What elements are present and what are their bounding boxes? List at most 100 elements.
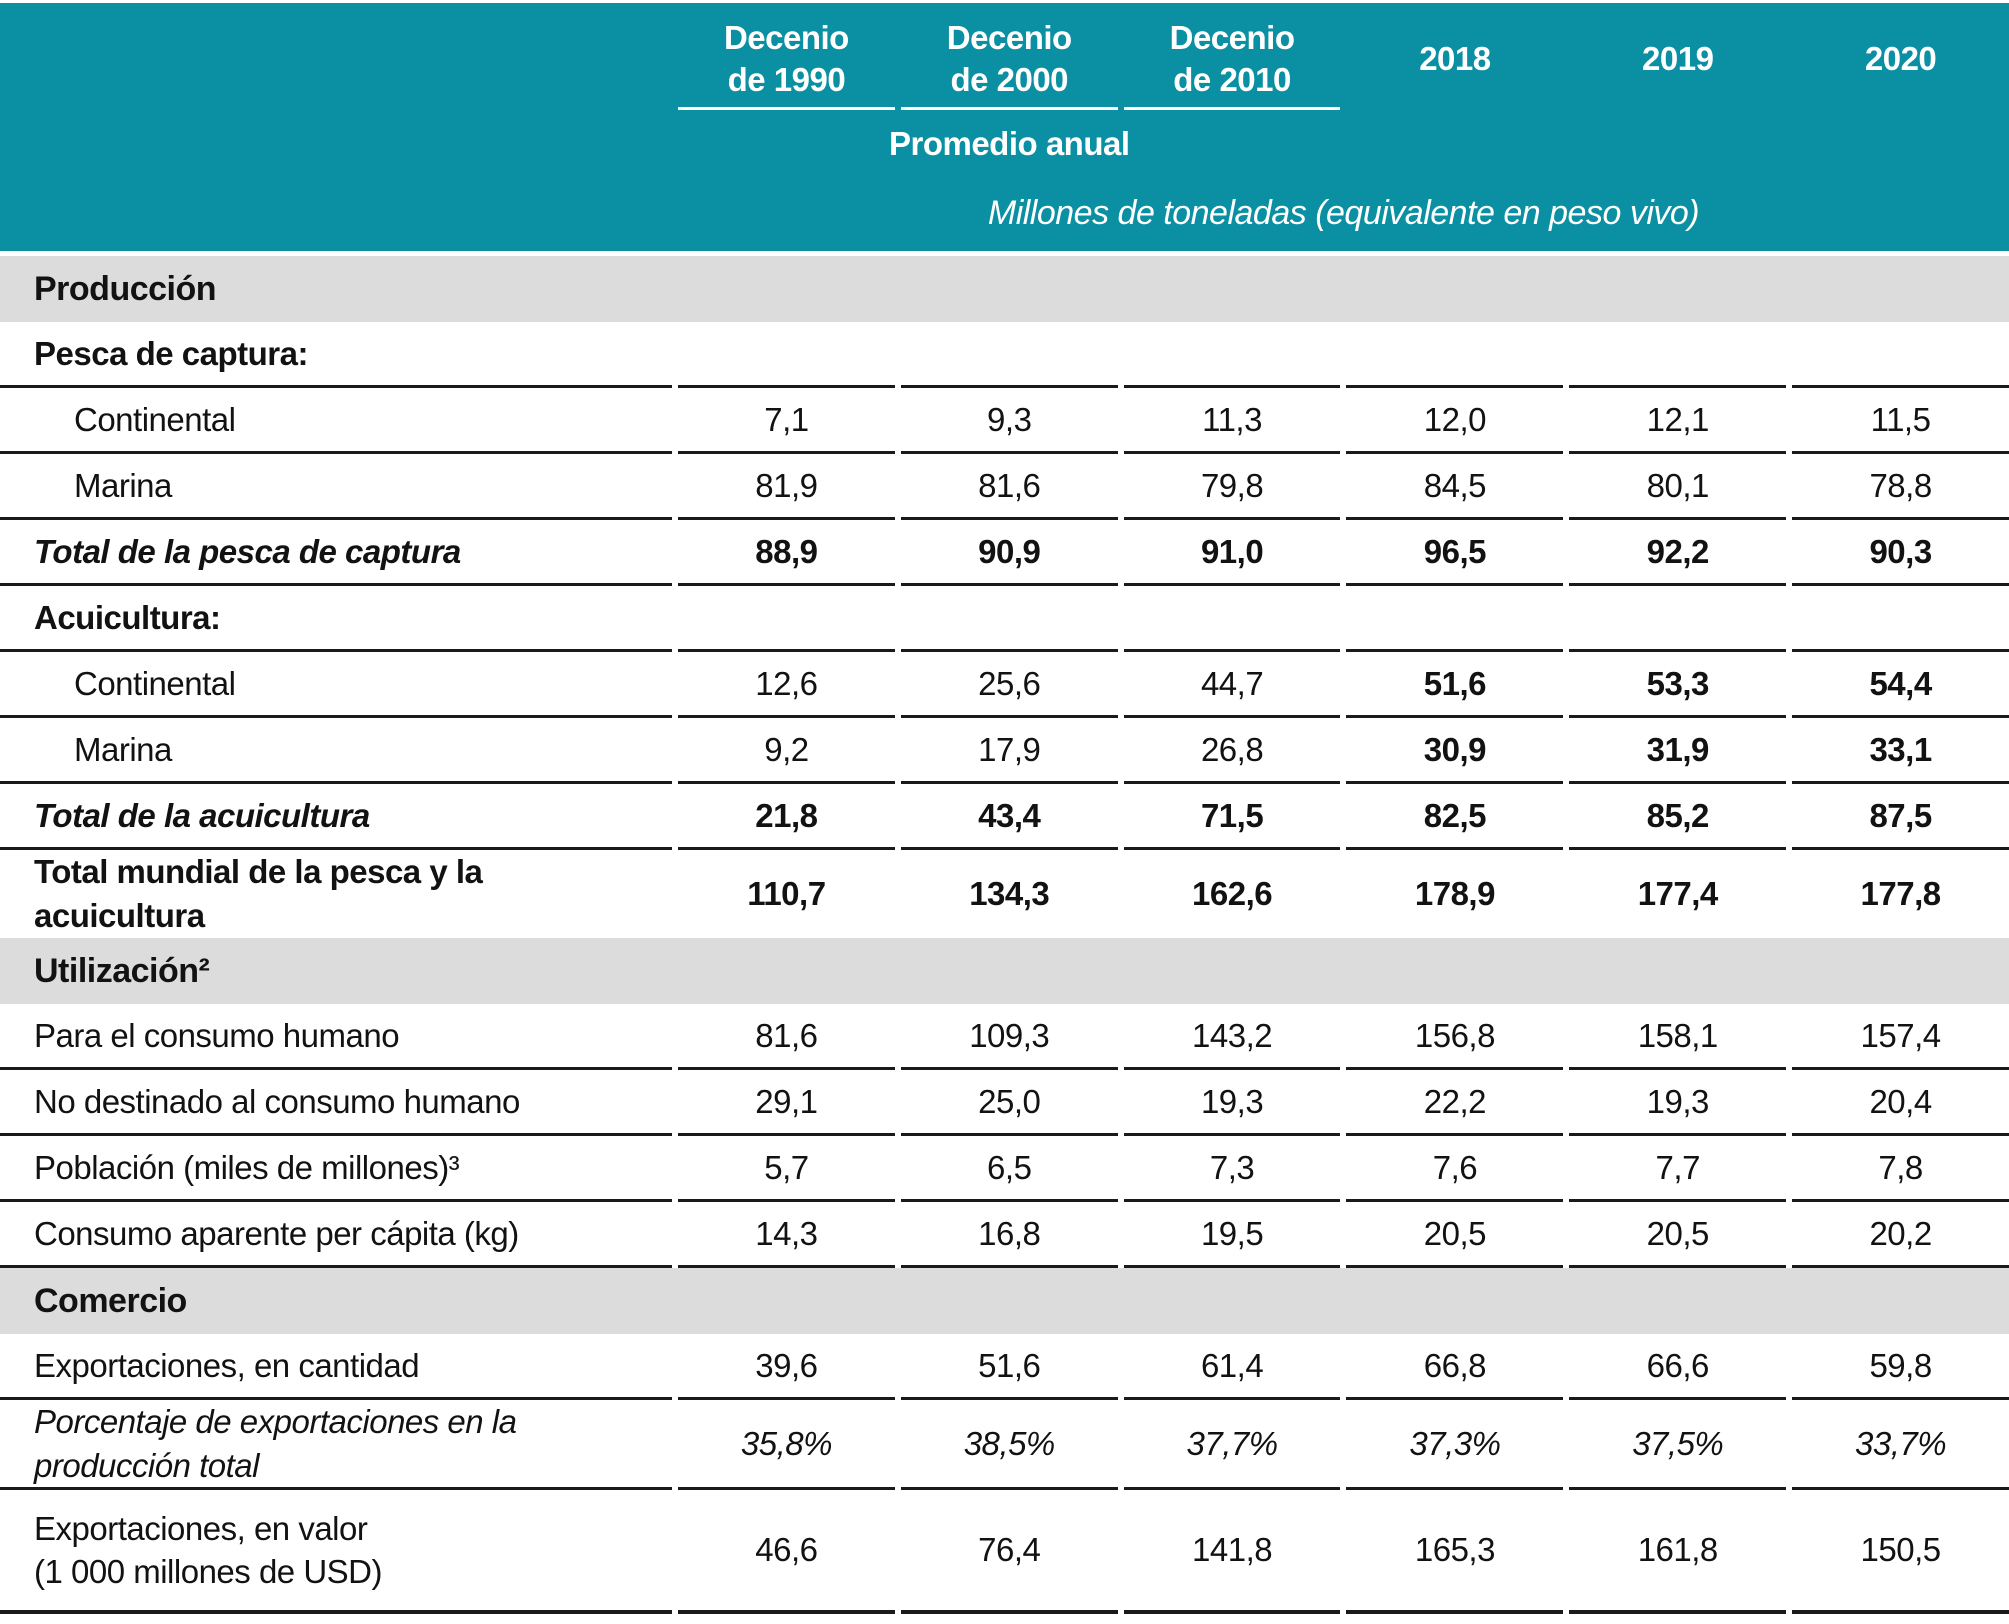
underline-bar: [900, 107, 1118, 111]
row-label: Continental: [0, 652, 672, 718]
cell-value: 66,8: [1346, 1334, 1564, 1400]
row-label: Porcentaje de exportaciones en la produc…: [0, 1400, 672, 1491]
cell-value: [678, 322, 895, 388]
section-label: Producción: [34, 269, 217, 308]
row-label: Exportaciones, en cantidad: [0, 1334, 672, 1400]
row-label: No destinado al consumo humano: [0, 1070, 672, 1136]
spacer: [1569, 107, 1786, 110]
cell-value: 7,8: [1792, 1136, 2009, 1202]
cell-value: 156,8: [1346, 1004, 1564, 1070]
cell-value: 78,8: [1792, 454, 2009, 520]
cell-value: 9,3: [900, 388, 1118, 454]
table-row: Población (miles de millones)³ 5,7 6,5 7,3 7…: [0, 1136, 2009, 1202]
cell-value: 9,2: [678, 718, 895, 784]
table-row: Para el consumo humano 81,6 109,3 143,2 156,…: [0, 1004, 2009, 1070]
cell-value: 21,8: [678, 784, 895, 850]
cell-value: 7,3: [1123, 1136, 1341, 1202]
cell-value: 7,6: [1346, 1136, 1564, 1202]
cell-value: [1123, 322, 1341, 388]
cell-value: 82,5: [1346, 784, 1564, 850]
cell-value: [1346, 586, 1564, 652]
cell-value: [1123, 586, 1341, 652]
cell-value: 26,8: [1123, 718, 1341, 784]
cell-value: 134,3: [969, 875, 1050, 912]
cell-value: 92,2: [1569, 520, 1787, 586]
cell-value: 20,5: [1569, 1202, 1787, 1268]
cell-value: 25,0: [900, 1070, 1118, 1136]
cell-value: 76,4: [900, 1490, 1118, 1615]
cell-value: [1569, 586, 1787, 652]
table-row: Consumo aparente per cápita (kg) 14,3 16,8…: [0, 1202, 2009, 1268]
cell-value: 12,6: [678, 652, 895, 718]
cell-value: 177,4: [1637, 875, 1719, 912]
cell-value: 20,5: [1346, 1202, 1564, 1268]
row-label: Consumo aparente per cápita (kg): [0, 1202, 672, 1268]
cell-value: 37,5%: [1569, 1400, 1787, 1491]
cell-value: [1569, 322, 1787, 388]
cell-value: 84,5: [1346, 454, 1564, 520]
label-column-spacer: [0, 194, 672, 233]
cell-value: [1792, 586, 2009, 652]
section-row: Utilización²: [0, 938, 2009, 1004]
cell-value: 51,6: [900, 1334, 1118, 1400]
cell-value: 150,5: [1792, 1490, 2009, 1615]
cell-value: 20,4: [1792, 1070, 2009, 1136]
row-label: Pesca de captura:: [0, 322, 672, 388]
cell-value: 85,2: [1569, 784, 1787, 850]
cell-value: 25,6: [900, 652, 1118, 718]
row-label: Exportaciones, en valor (1 000 millones …: [0, 1490, 672, 1615]
table-row: Exportaciones, en cantidad 39,6 51,6 61,4 66…: [0, 1334, 2009, 1400]
cell-value: 11,3: [1123, 388, 1341, 454]
table-row: Marina 9,2 17,9 26,8 30,9 31,9 33,1: [0, 718, 2009, 784]
cell-value: 165,3: [1346, 1490, 1564, 1615]
table-row: Porcentaje de exportaciones en la produc…: [0, 1400, 2009, 1491]
cell-value: 44,7: [1123, 652, 1341, 718]
section-label: Comercio: [34, 1281, 187, 1320]
cell-value: 31,9: [1569, 718, 1787, 784]
cell-value: 29,1: [678, 1070, 895, 1136]
label-column-spacer: [0, 125, 672, 163]
cell-value: [1792, 322, 2009, 388]
table-row: No destinado al consumo humano 29,1 25,0 19…: [0, 1070, 2009, 1136]
spacer: [1792, 107, 2009, 110]
column-header-2019: 2019: [1642, 39, 1714, 77]
cell-value: 79,8: [1123, 454, 1341, 520]
cell-value: 16,8: [900, 1202, 1118, 1268]
label-column-spacer: [0, 107, 672, 110]
cell-value: 46,6: [678, 1490, 895, 1615]
cell-value: 88,9: [678, 520, 895, 586]
row-label: Para el consumo humano: [0, 1004, 672, 1070]
cell-value: 19,3: [1123, 1070, 1341, 1136]
cell-value: 11,5: [1792, 388, 2009, 454]
cell-value: 14,3: [678, 1202, 895, 1268]
cell-value: 90,3: [1792, 520, 2009, 586]
cell-value: 178,9: [1414, 875, 1496, 912]
cell-value: 7,7: [1569, 1136, 1787, 1202]
table-row: Exportaciones, en valor (1 000 millones …: [0, 1490, 2009, 1615]
table-row: Pesca de captura:: [0, 322, 2009, 388]
row-label: Acuicultura:: [0, 586, 672, 652]
cell-value: 19,5: [1123, 1202, 1341, 1268]
units-note: Millones de toneladas (equivalente en pe…: [987, 194, 1700, 233]
table-row: Marina 81,9 81,6 79,8 84,5 80,1 78,8: [0, 454, 2009, 520]
cell-value: 37,7%: [1123, 1400, 1341, 1491]
cell-value: 5,7: [678, 1136, 895, 1202]
cell-value: 54,4: [1792, 652, 2009, 718]
row-label: Población (miles de millones)³: [0, 1136, 672, 1202]
cell-value: 87,5: [1792, 784, 2009, 850]
units-row: Millones de toneladas (equivalente en pe…: [0, 194, 2009, 233]
column-header-2018: 2018: [1419, 39, 1491, 77]
cell-value: 161,8: [1569, 1490, 1787, 1615]
column-header-2020: 2020: [1864, 39, 1937, 77]
cell-value: 7,1: [678, 388, 895, 454]
cell-value: 59,8: [1792, 1334, 2009, 1400]
cell-value: 61,4: [1123, 1334, 1341, 1400]
cell-value: 143,2: [1123, 1004, 1341, 1070]
cell-value: 162,6: [1192, 875, 1273, 912]
cell-value: 81,9: [678, 454, 895, 520]
cell-value: 38,5%: [900, 1400, 1118, 1491]
cell-value: 39,6: [678, 1334, 895, 1400]
table-row: Acuicultura:: [0, 586, 2009, 652]
cell-value: 66,6: [1569, 1334, 1787, 1400]
cell-value: 110,7: [747, 875, 826, 912]
